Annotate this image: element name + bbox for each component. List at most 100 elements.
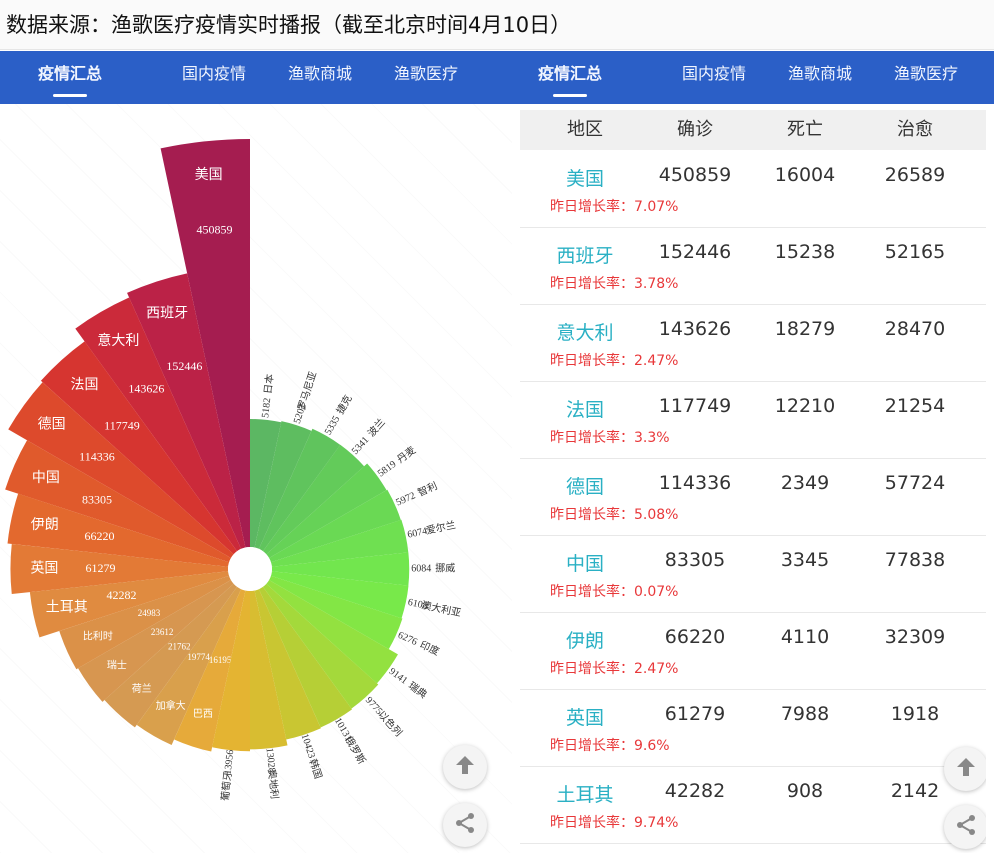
rose-petal[interactable] — [29, 571, 230, 638]
rose-petal[interactable] — [160, 139, 250, 548]
growth-rate: 昨日增长率：3.3% — [550, 427, 670, 447]
region-name: 西班牙 — [556, 245, 614, 267]
growth-rate-value: 9.6% — [634, 738, 670, 754]
rose-petal[interactable] — [8, 382, 234, 558]
category-label: 巴西 — [193, 708, 213, 720]
deaths-count: 3345 — [780, 549, 830, 571]
category-label: 瑞典 — [406, 679, 430, 701]
value-label: 16195 — [209, 655, 232, 665]
region-name: 美国 — [565, 168, 604, 190]
scroll-top-button[interactable] — [443, 745, 487, 789]
rose-petal[interactable] — [75, 297, 242, 552]
category-label: 韩国 — [307, 757, 326, 780]
growth-rate-label: 昨日增长率： — [550, 661, 634, 677]
cured-count: 28470 — [884, 318, 946, 340]
value-label: 114336 — [79, 450, 115, 464]
category-label: 奥地利 — [265, 768, 281, 799]
scroll-top-button[interactable] — [944, 747, 986, 791]
table-row[interactable]: 意大利 143626 18279 28470 昨日增长率：2.47% — [520, 304, 986, 382]
rose-petal[interactable] — [136, 586, 242, 746]
category-label: 美国 — [195, 166, 223, 182]
rose-petal[interactable] — [5, 440, 231, 563]
value-label: 117749 — [104, 419, 140, 433]
rose-petal[interactable] — [258, 586, 353, 728]
rose-petal[interactable] — [10, 543, 229, 595]
page-title: 数据来源：渔歌医疗疫情实时播报（截至北京时间4月10日） — [0, 0, 994, 50]
tab-yuge-mall[interactable]: 渔歌商城 — [288, 64, 353, 83]
rose-petal[interactable] — [104, 583, 238, 728]
value-label: 23612 — [151, 627, 174, 637]
table-row[interactable]: 伊朗 66220 4110 32309 昨日增长率：2.47% — [520, 612, 986, 690]
cured-count: 26589 — [884, 164, 946, 186]
share-icon — [954, 813, 978, 841]
rose-petal[interactable] — [7, 493, 230, 567]
value-label: 5341 — [350, 435, 372, 457]
rose-petal[interactable] — [266, 580, 398, 684]
value-label: 6084 — [411, 563, 431, 574]
rose-petal[interactable] — [250, 590, 288, 750]
value-label: 19774 — [187, 652, 210, 662]
rose-chart-panel: 美国 450859 西班牙 152446 意大利 143626 法国 117749 德国 1143… — [0, 104, 512, 853]
nightingale-rose-chart: 美国 450859 西班牙 152446 意大利 143626 法国 117749 德国 1143… — [5, 139, 462, 802]
table-row[interactable]: 土耳其 42282 908 2142 昨日增长率：9.74% — [520, 766, 986, 844]
table-row[interactable]: 西班牙 152446 15238 52165 昨日增长率：3.78% — [520, 227, 986, 305]
rose-petal[interactable] — [212, 590, 250, 752]
region-name: 法国 — [565, 399, 604, 421]
confirmed-count: 66220 — [664, 626, 726, 648]
value-label: 5335 — [323, 414, 343, 437]
deaths-count: 12210 — [774, 395, 836, 417]
value-label: 24983 — [138, 608, 161, 618]
category-label: 土耳其 — [46, 599, 88, 615]
value-label: 9141 — [387, 666, 410, 687]
rose-petal[interactable] — [271, 552, 410, 586]
category-label: 日本 — [261, 373, 276, 394]
table-row[interactable]: 美国 450859 16004 26589 昨日增长率：7.07% — [520, 150, 986, 228]
value-label: 6276 — [396, 630, 419, 648]
table-row[interactable]: 中国 83305 3345 77838 昨日增长率：0.07% — [520, 535, 986, 613]
tab-yuge-mall[interactable]: 渔歌商城 — [788, 64, 853, 83]
deaths-count: 15238 — [774, 241, 836, 263]
confirmed-count: 61279 — [664, 703, 726, 725]
rose-petal[interactable] — [59, 575, 231, 670]
cured-count: 21254 — [884, 395, 946, 417]
growth-rate: 昨日增长率：9.6% — [550, 735, 670, 755]
value-label: 13028 — [264, 747, 278, 773]
rose-petal[interactable] — [250, 419, 282, 548]
category-label: 德国 — [38, 416, 66, 432]
tab-domestic-epidemic[interactable]: 国内疫情 — [682, 64, 747, 83]
rose-petal[interactable] — [254, 589, 321, 740]
rose-petal[interactable] — [127, 273, 246, 549]
rose-petal[interactable] — [254, 421, 312, 549]
header-cured: 治愈 — [897, 119, 933, 140]
rose-petal[interactable] — [258, 428, 341, 552]
table-row[interactable]: 英国 61279 7988 1918 昨日增长率：9.6% — [520, 689, 986, 767]
tab-epidemic-summary[interactable]: 疫情汇总 — [538, 51, 602, 104]
rose-petal[interactable] — [40, 341, 238, 555]
arrow-up-icon — [954, 755, 978, 783]
value-label: 61279 — [85, 561, 115, 575]
value-label: 5202 — [292, 403, 309, 425]
tab-yuge-medical[interactable]: 渔歌医疗 — [394, 64, 459, 83]
growth-rate-label: 昨日增长率： — [550, 353, 634, 369]
rose-petal[interactable] — [78, 580, 234, 702]
tab-epidemic-summary[interactable]: 疫情汇总 — [38, 51, 102, 104]
rose-petal[interactable] — [269, 575, 403, 650]
region-name: 德国 — [565, 476, 604, 498]
rose-petal[interactable] — [266, 463, 387, 558]
rose-petal[interactable] — [270, 519, 409, 567]
category-label: 印度 — [418, 638, 442, 658]
table-row[interactable]: 法国 117749 12210 21254 昨日增长率：3.3% — [520, 381, 986, 459]
tab-yuge-medical[interactable]: 渔歌医疗 — [894, 64, 959, 83]
rose-petal[interactable] — [269, 489, 401, 563]
share-button[interactable] — [443, 803, 487, 847]
rose-petal[interactable] — [270, 571, 409, 619]
growth-rate-label: 昨日增长率： — [550, 430, 634, 446]
rose-petal[interactable] — [262, 583, 379, 709]
rose-petal[interactable] — [174, 589, 246, 752]
value-label: 10131 — [332, 716, 354, 743]
table-row[interactable]: 德国 114336 2349 57724 昨日增长率：5.08% — [520, 458, 986, 536]
tab-domestic-epidemic[interactable]: 国内疫情 — [182, 64, 247, 83]
share-button[interactable] — [944, 805, 986, 849]
rose-petal[interactable] — [262, 444, 365, 555]
growth-rate-label: 昨日增长率： — [550, 815, 634, 831]
